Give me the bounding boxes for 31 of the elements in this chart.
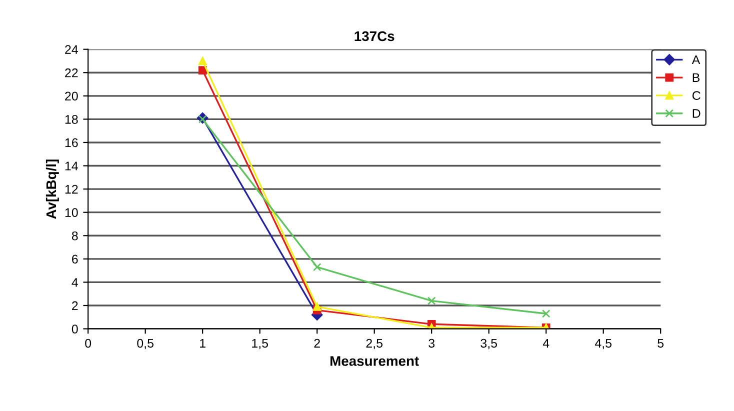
y-tick-label: 4 [72,278,78,287]
y-tick-label: 10 [65,208,78,217]
legend-label: C [692,91,700,100]
x-tick-label: 3,5 [480,338,498,350]
x-tick-label: 5 [658,338,664,348]
x-tick-label: 0,5 [137,338,154,350]
legend-label: A [692,55,700,64]
x-tick-label: 2,5 [366,338,383,350]
y-tick-label: 8 [72,231,78,240]
y-tick-label: 14 [65,162,78,170]
y-tick-label: 2 [72,301,78,310]
y-tick-label: 6 [72,254,78,264]
y-axis-title: Av[kBq/l] [46,160,59,219]
y-tick-label: 0 [72,324,78,334]
x-axis-title: Measurement [330,356,419,366]
x-tick-label: 4 [542,338,550,348]
x-tick-label: 1,5 [252,338,268,350]
y-tick-label: 18 [65,114,78,124]
legend-label: B [692,73,700,82]
chart-title: 137Cs [354,31,394,42]
legend-label: D [692,109,700,118]
x-tick-label: 3 [428,338,435,348]
y-tick-label: 22 [65,68,78,78]
x-tick-label: 1 [200,338,206,348]
x-tick-label: 2 [314,338,320,348]
y-tick-label: 24 [65,45,78,54]
x-tick-label: 0 [85,338,92,348]
y-tick-label: 20 [65,92,78,101]
y-tick-label: 16 [65,138,78,148]
x-tick-label: 4,5 [594,338,612,350]
y-tick-label: 12 [65,184,78,194]
